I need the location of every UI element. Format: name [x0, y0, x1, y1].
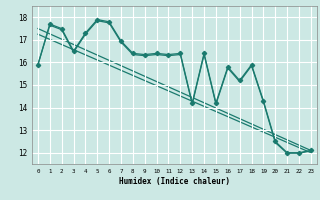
X-axis label: Humidex (Indice chaleur): Humidex (Indice chaleur) — [119, 177, 230, 186]
